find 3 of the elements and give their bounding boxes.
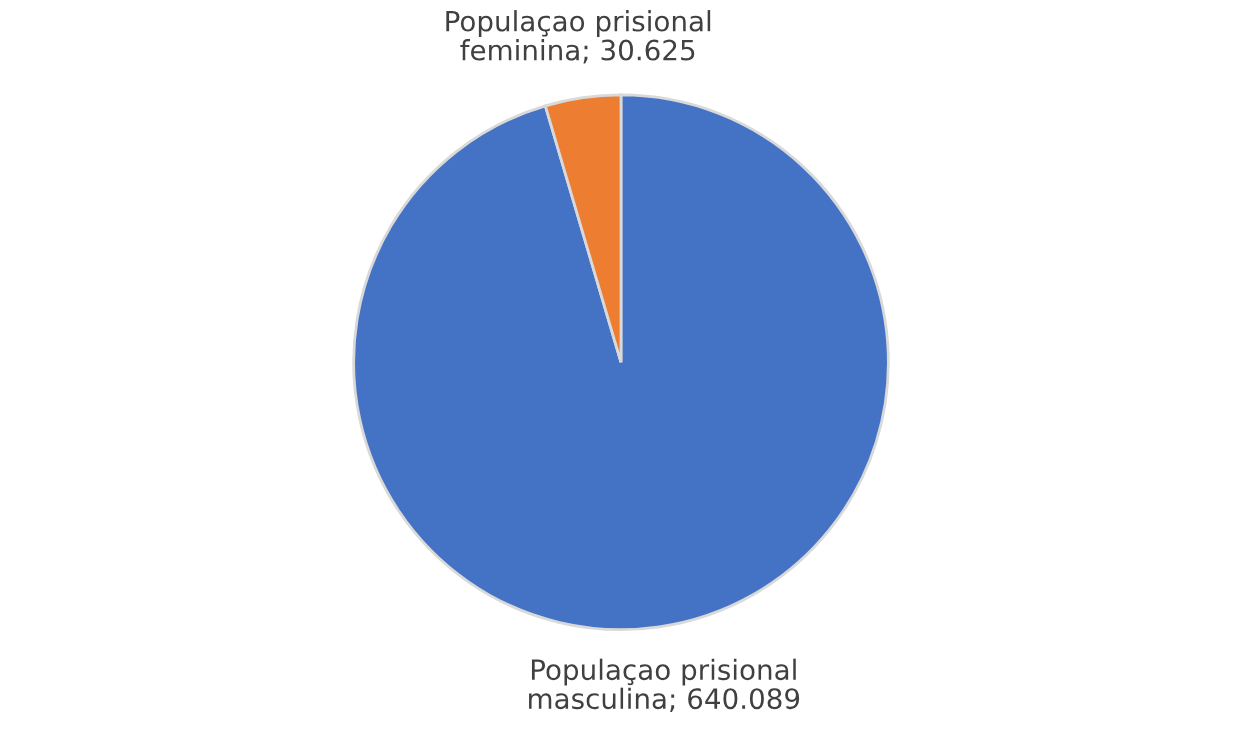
pie-slice [352,93,890,632]
slice-label: Populaçao prisional feminina; 30.625 [446,10,711,64]
slice-label: Populaçao prisional masculina; 640.089 [529,658,800,712]
